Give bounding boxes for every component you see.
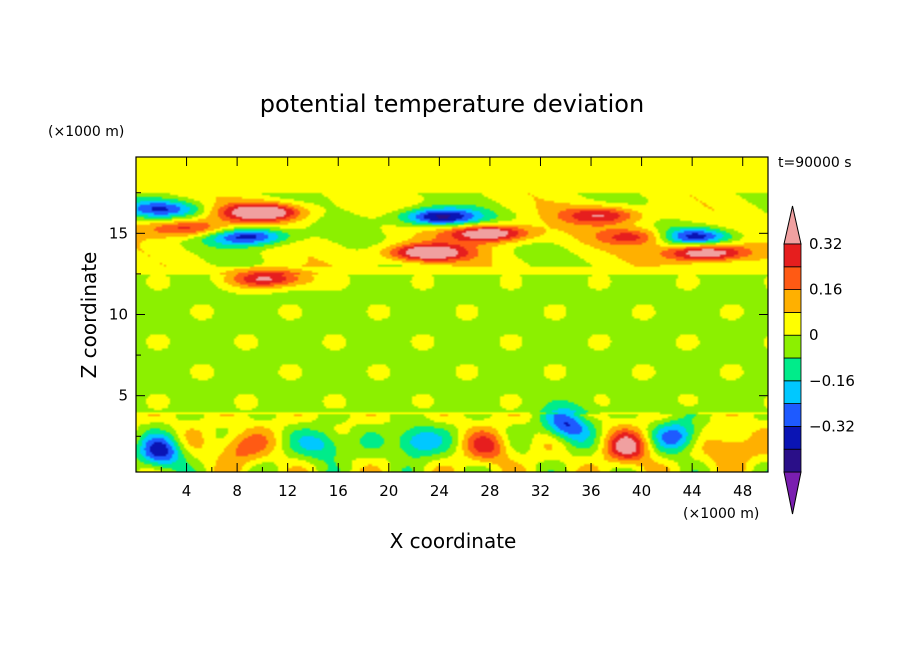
colorbar-bin <box>783 311 802 336</box>
plot-frame <box>135 156 769 473</box>
x-tick-label: 40 <box>632 482 651 500</box>
x-tick-label: 48 <box>733 482 752 500</box>
colorbar-min-extension <box>783 471 802 515</box>
colorbar-bin <box>783 425 802 450</box>
time-label: t=90000 s <box>778 155 852 171</box>
y-tick-label: 10 <box>109 306 128 324</box>
x-tick-label: 20 <box>379 482 398 500</box>
y-axis-title: Z coordinate <box>77 252 101 379</box>
colorbar-bin <box>783 357 802 382</box>
x-tick-label: 16 <box>329 482 348 500</box>
y-ticks: 5 10 15 <box>109 192 768 437</box>
x-tick-label: 36 <box>581 482 600 500</box>
colorbar-label: 0.16 <box>809 281 842 299</box>
colorbar-bin <box>783 448 802 473</box>
colorbar-bin <box>783 380 802 404</box>
colorbar-bin <box>783 243 802 268</box>
y-unit-label: (×1000 m) <box>48 124 124 140</box>
colorbar-bin <box>783 403 802 427</box>
x-ticks: 4 8 12 16 20 24 28 32 36 40 44 48 <box>160 157 752 500</box>
colorbar-label: 0 <box>809 326 819 344</box>
colorbar-label: −0.32 <box>809 417 855 435</box>
colorbar-max-extension <box>783 205 802 245</box>
x-tick-label: 44 <box>683 482 702 500</box>
x-tick-label: 4 <box>182 482 192 500</box>
y-tick-label: 5 <box>118 387 128 405</box>
y-tick-label: 15 <box>109 224 128 242</box>
x-axis-title: X coordinate <box>390 529 517 553</box>
heatmap-image <box>136 157 768 472</box>
colorbar-bin <box>783 334 802 359</box>
colorbar-bin <box>783 289 802 313</box>
x-tick-label: 12 <box>278 482 297 500</box>
colorbar: 0.32 0.16 0 −0.16 −0.32 <box>783 205 855 515</box>
colorbar-bin <box>783 266 802 290</box>
x-tick-label: 32 <box>531 482 550 500</box>
x-tick-label: 8 <box>232 482 242 500</box>
x-tick-label: 28 <box>480 482 499 500</box>
x-unit-label: (×1000 m) <box>683 506 759 522</box>
colorbar-label: −0.16 <box>809 372 855 390</box>
x-tick-label: 24 <box>430 482 449 500</box>
colorbar-label: 0.32 <box>809 235 842 253</box>
chart-title: potential temperature deviation <box>260 90 644 118</box>
